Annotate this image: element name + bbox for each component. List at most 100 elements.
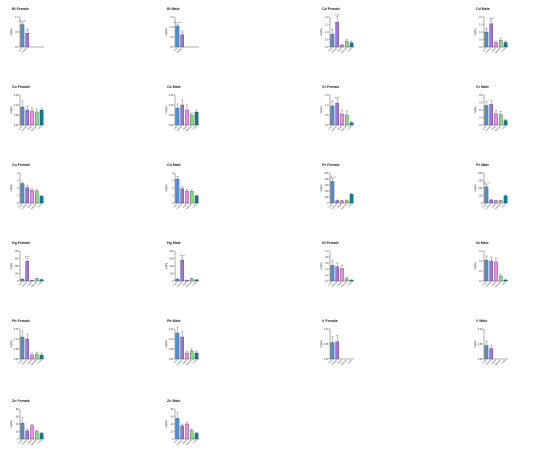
y-tick-label: 300	[170, 257, 175, 260]
significance-label: a,b,c,d	[483, 183, 489, 185]
bar	[340, 200, 344, 204]
bar	[484, 31, 489, 48]
bar	[180, 104, 185, 126]
y-tick-label: 0.0	[15, 46, 19, 49]
bar	[330, 34, 335, 48]
y-axis-label: mg/kg	[164, 340, 168, 348]
significance-label: a,b	[181, 31, 185, 33]
bar	[330, 265, 335, 282]
y-tick-label: 0.3	[479, 250, 483, 253]
chart-panel: Cd Female mg/kg 0.0 0.5 1.0 1.5 2.0 Liver a,b,d K…	[319, 7, 354, 54]
bar	[20, 336, 25, 360]
y-tick-label: 0.05	[169, 348, 174, 351]
y-axis-label: mg/kg	[164, 106, 168, 114]
chart-title: V Female	[322, 319, 338, 323]
x-category-label: Liver	[482, 203, 488, 209]
bar	[340, 113, 344, 126]
y-tick-label: 0.15	[169, 94, 174, 97]
significance-label: a,b,c,d,e	[174, 22, 183, 24]
chart-title: Fe Male	[476, 163, 489, 167]
x-category-label: Lung	[192, 281, 197, 286]
y-tick-label: 100	[170, 272, 175, 275]
y-tick-label: 1.5	[170, 16, 174, 19]
x-category-label: Liver	[328, 125, 334, 131]
y-tick-label: 1.0	[479, 31, 483, 34]
y-tick-label: 20	[171, 430, 174, 433]
y-tick-label: 600	[479, 179, 484, 182]
bar	[503, 279, 508, 282]
significance-label: a,b,d	[180, 255, 184, 257]
x-category-label: Kidney	[332, 203, 339, 210]
bar	[20, 183, 25, 204]
x-category-label: Lung	[192, 439, 197, 444]
bar	[30, 190, 34, 204]
y-tick-label: 500	[325, 172, 330, 175]
y-axis-label: mg/kg	[319, 340, 323, 348]
x-category-label: Kidney	[177, 439, 184, 446]
bar	[39, 433, 44, 440]
y-tick-label: 2.0	[479, 16, 483, 19]
bar	[175, 107, 180, 126]
x-category-label: Muscle	[341, 281, 348, 288]
x-category-label: Lung	[192, 359, 197, 364]
chart-panel: Cd Male mg/kg 0.0 0.5 1.0 1.5 2.0 Liver a,b,d Kid…	[473, 7, 508, 54]
bar	[180, 425, 185, 440]
bar	[194, 279, 199, 282]
x-category-label: Lung	[347, 203, 352, 208]
x-category-label: Heart	[27, 281, 33, 287]
bar	[344, 114, 349, 126]
x-category-label: Muscle	[341, 47, 348, 54]
x-category-label: Kidney	[486, 203, 493, 210]
x-category-label: Heart	[491, 47, 497, 53]
bar	[498, 275, 503, 282]
y-tick-label: 0.0	[325, 280, 329, 283]
y-tick-label: 1.5	[479, 23, 483, 26]
chart-panel: Bi Male mg/kg 0.0 0.5 1.0 1.5 a,b,c,d,e Liver a,…	[164, 7, 199, 54]
y-tick-label: 0.00	[169, 124, 174, 127]
bar	[185, 352, 189, 360]
x-category-label: Heart	[27, 359, 33, 365]
x-category-label: Heart	[491, 359, 497, 365]
x-category-label: Muscle	[186, 125, 193, 132]
x-category-label: Liver	[328, 203, 334, 209]
x-category-label: Muscle	[495, 359, 502, 366]
bar	[185, 190, 189, 204]
bar	[25, 33, 30, 48]
y-tick-label: 60	[171, 415, 174, 418]
y-tick-label: 0	[172, 438, 174, 441]
bar	[175, 178, 180, 204]
bar	[25, 261, 30, 282]
bar	[180, 188, 185, 204]
y-tick-label: 0.00	[324, 358, 329, 361]
x-category-label: Lung	[501, 47, 506, 52]
bar	[39, 279, 44, 282]
chart-title: Cr Female	[322, 85, 339, 89]
bar	[30, 280, 34, 282]
y-tick-label: 0.00	[478, 358, 483, 361]
bar	[494, 200, 498, 204]
y-tick-label: 0.05	[324, 343, 329, 346]
y-tick-label: 0.10	[169, 338, 174, 341]
significance-label: a,b,d	[335, 14, 339, 16]
bar	[189, 430, 194, 440]
y-tick-label: 0.5	[15, 31, 19, 34]
bar	[494, 261, 498, 282]
y-tick-label: 300	[325, 184, 330, 187]
x-category-label: Heart	[27, 203, 33, 209]
bar	[349, 122, 354, 126]
y-tick-label: 2	[17, 187, 19, 190]
y-axis-label: μg/kg	[9, 262, 13, 269]
y-tick-label: 400	[325, 178, 330, 181]
x-category-label: Muscle	[186, 281, 193, 288]
y-tick-label: 0.00	[14, 124, 19, 127]
chart-title: Ni Female	[322, 241, 339, 245]
significance-label: a,b,c,d	[329, 176, 335, 178]
x-category-label: Liver	[18, 47, 24, 53]
y-tick-label: 0.0	[479, 46, 483, 49]
x-category-label: Heart	[27, 125, 33, 131]
y-tick-label: 0	[327, 202, 329, 205]
y-tick-label: 1	[172, 194, 174, 197]
x-category-label: Muscle	[341, 359, 348, 366]
bar	[185, 423, 189, 440]
